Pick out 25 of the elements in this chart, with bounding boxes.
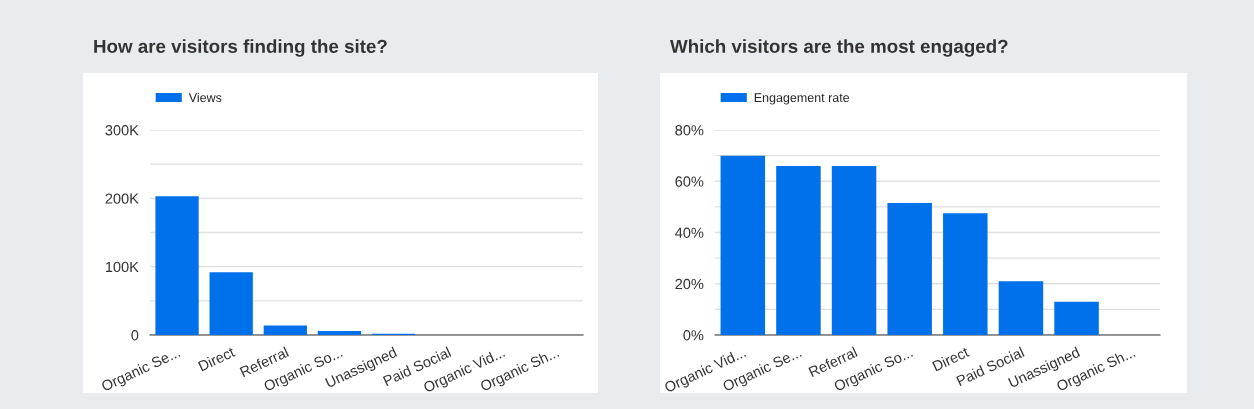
chart-title: How are visitors finding the site? [94,39,387,57]
y-tick-label: 80% [675,125,704,136]
bar [720,155,766,335]
y-tick-label: 60% [675,176,704,187]
bar [317,330,362,335]
y-tick-label: 0 [131,330,139,341]
bar [263,325,307,335]
y-tick-label: 300K [105,125,139,136]
x-tick-label: Direct [197,346,236,372]
bar [1054,301,1099,335]
y-tick-label: 200K [105,193,139,204]
y-tick-label: 0% [683,330,704,341]
legend-label: Views [188,92,222,103]
bar [155,196,199,335]
bar [943,213,988,335]
y-tick-label: 40% [675,227,704,238]
bar [998,281,1044,335]
bar [209,272,253,335]
bar [887,203,932,335]
y-tick-label: 20% [675,278,704,290]
chart-title: Which visitors are the most engaged? [670,39,1008,57]
bar [831,165,877,335]
bar [776,165,821,335]
legend-label: Engagement rate [754,93,850,105]
y-tick-label: 100K [105,261,139,273]
